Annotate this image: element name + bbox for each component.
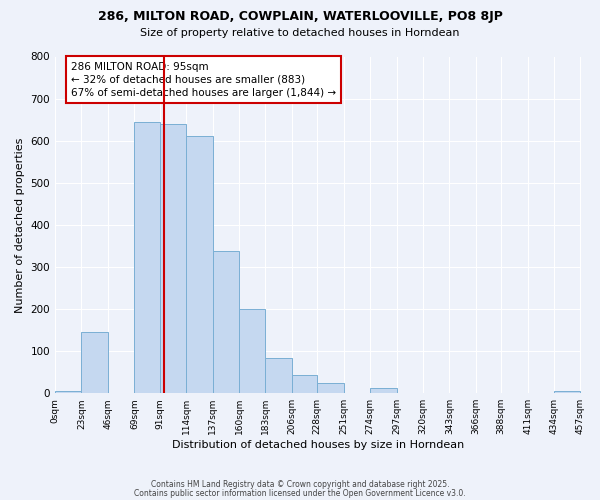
Text: Contains HM Land Registry data © Crown copyright and database right 2025.: Contains HM Land Registry data © Crown c… <box>151 480 449 489</box>
Bar <box>212 251 239 393</box>
Bar <box>55 391 82 393</box>
Bar <box>292 375 317 393</box>
Y-axis label: Number of detached properties: Number of detached properties <box>15 137 25 312</box>
Bar <box>317 382 344 393</box>
Text: Contains public sector information licensed under the Open Government Licence v3: Contains public sector information licen… <box>134 488 466 498</box>
Text: Size of property relative to detached houses in Horndean: Size of property relative to detached ho… <box>140 28 460 38</box>
Text: 286, MILTON ROAD, COWPLAIN, WATERLOOVILLE, PO8 8JP: 286, MILTON ROAD, COWPLAIN, WATERLOOVILL… <box>98 10 502 23</box>
X-axis label: Distribution of detached houses by size in Horndean: Distribution of detached houses by size … <box>172 440 464 450</box>
Bar <box>554 391 580 393</box>
Bar <box>134 122 160 393</box>
Bar <box>239 309 265 393</box>
Bar <box>160 124 186 393</box>
Bar <box>186 136 212 393</box>
Bar <box>265 358 292 393</box>
Text: 286 MILTON ROAD: 95sqm
← 32% of detached houses are smaller (883)
67% of semi-de: 286 MILTON ROAD: 95sqm ← 32% of detached… <box>71 62 336 98</box>
Bar <box>370 388 397 393</box>
Bar <box>82 332 108 393</box>
